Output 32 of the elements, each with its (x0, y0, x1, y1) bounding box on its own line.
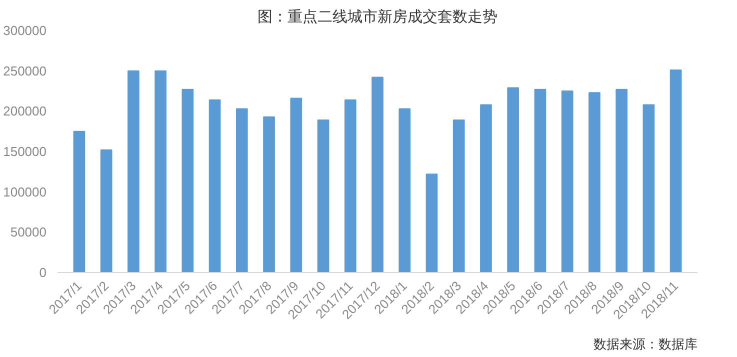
bar (426, 174, 438, 272)
bar (236, 108, 248, 272)
bar (642, 104, 655, 272)
bar (480, 104, 492, 272)
bar (670, 70, 682, 272)
bar (263, 116, 275, 272)
bar (452, 120, 465, 272)
y-tick-label: 50000 (10, 224, 47, 240)
bar (561, 90, 574, 272)
chart-title: 图：重点二线城市新房成交套数走势 (258, 8, 498, 26)
bar (100, 149, 112, 272)
bar (128, 70, 140, 272)
bar (372, 76, 384, 272)
bar (182, 88, 194, 272)
bar (588, 92, 600, 272)
y-tick-label: 300000 (3, 23, 47, 38)
bar (616, 88, 628, 272)
bar (290, 98, 302, 272)
bar (154, 70, 166, 272)
bar (317, 120, 330, 272)
source-note: 数据来源：数据库 (594, 338, 698, 352)
y-tick-label: 150000 (3, 144, 47, 159)
y-tick-label: 100000 (3, 184, 47, 200)
bar (73, 130, 86, 272)
bar (534, 88, 546, 272)
bar (208, 99, 221, 272)
y-tick-label: 0 (39, 265, 47, 280)
bar (344, 99, 356, 272)
bar (507, 87, 520, 272)
y-tick-label: 250000 (3, 63, 47, 78)
bar (398, 108, 411, 272)
y-tick-label: 200000 (3, 104, 47, 119)
